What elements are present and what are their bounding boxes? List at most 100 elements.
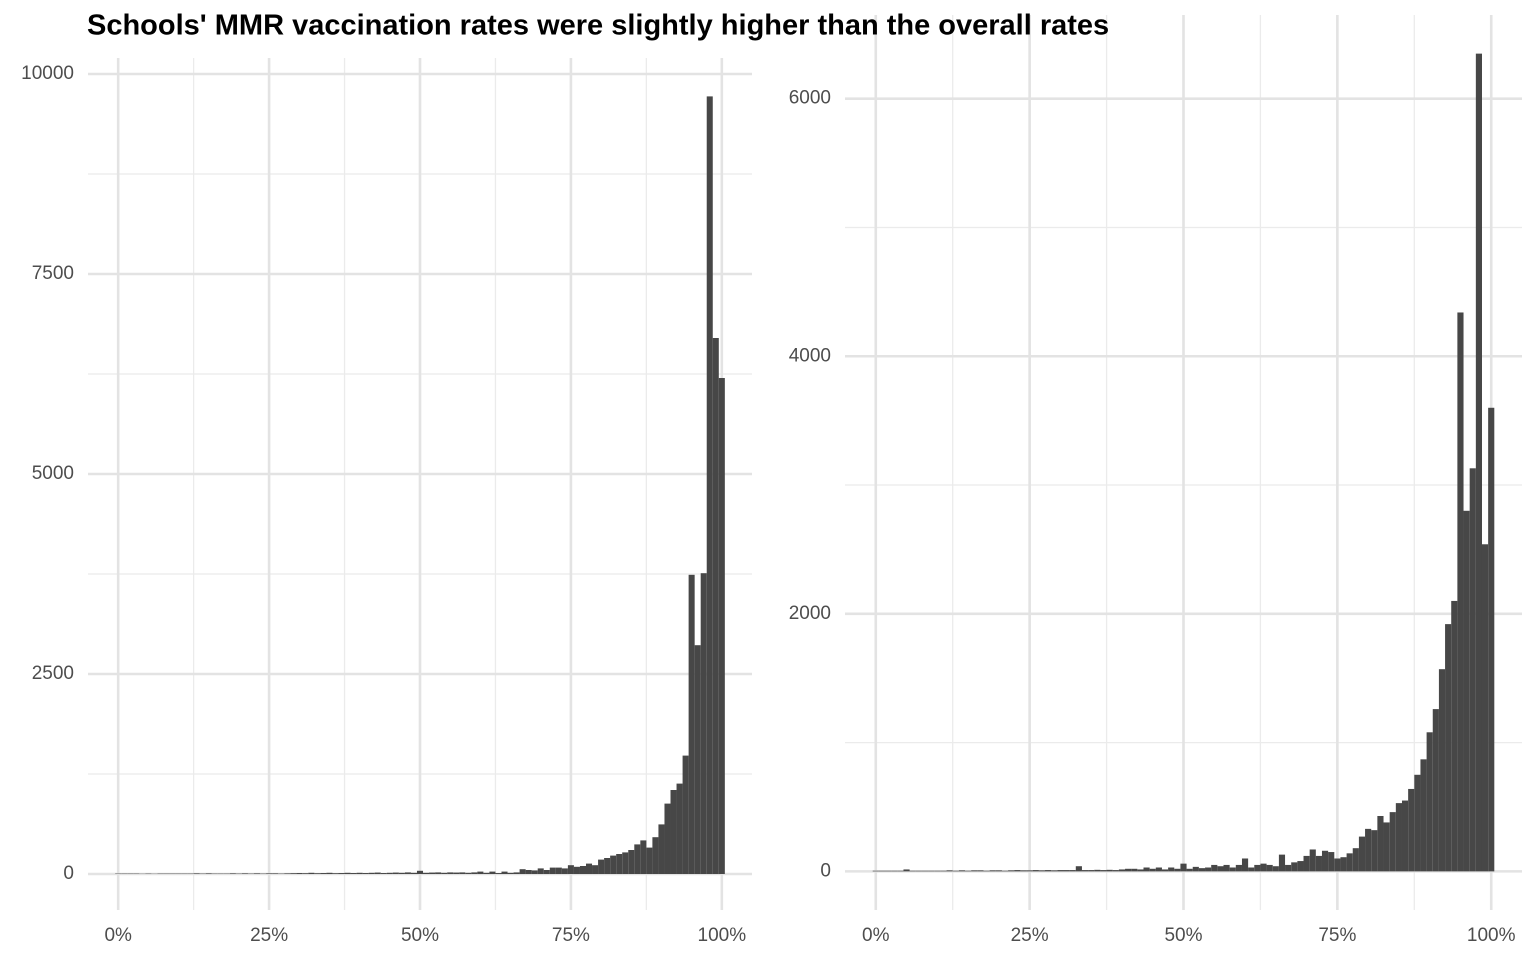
bar: [915, 870, 922, 872]
bar: [1315, 855, 1322, 872]
bar: [386, 872, 393, 874]
bar: [1260, 863, 1267, 872]
x-tick-label: 75%: [552, 925, 590, 946]
bar: [1414, 774, 1421, 872]
bar: [1328, 852, 1335, 872]
bar: [1075, 866, 1082, 872]
bar: [706, 96, 713, 874]
bar: [1371, 830, 1378, 872]
bar: [694, 645, 701, 874]
bar: [332, 873, 339, 874]
bar: [416, 870, 424, 874]
bar: [1198, 868, 1206, 872]
bar: [1352, 848, 1359, 872]
bar: [688, 574, 695, 874]
bar: [374, 872, 381, 874]
x-tick-label: 25%: [250, 925, 288, 946]
bar: [380, 873, 387, 874]
bar: [356, 872, 363, 874]
bar: [878, 870, 886, 872]
bar: [302, 873, 309, 874]
bar: [1001, 870, 1009, 872]
bar: [1149, 868, 1156, 872]
bar: [519, 869, 526, 874]
bar: [934, 870, 941, 872]
bar: [1278, 854, 1286, 872]
bar: [971, 870, 978, 872]
bar: [1038, 870, 1046, 872]
x-tick-label: 75%: [1318, 925, 1356, 946]
bar: [670, 790, 677, 874]
bar: [952, 870, 959, 872]
bar: [501, 871, 508, 874]
bar: [1334, 858, 1341, 872]
bar: [1475, 53, 1482, 872]
bar: [610, 855, 617, 874]
bar: [1180, 863, 1187, 872]
bar: [1057, 870, 1064, 872]
bar: [1008, 870, 1015, 872]
bar: [1045, 870, 1052, 872]
bar: [928, 870, 935, 872]
bar: [977, 870, 984, 872]
bar: [531, 870, 538, 874]
bar: [429, 872, 436, 874]
bar: [652, 837, 659, 874]
bar: [1137, 869, 1144, 872]
x-tick-label: 50%: [1164, 925, 1202, 946]
bar: [441, 872, 448, 874]
bar: [1081, 870, 1089, 872]
bar: [664, 803, 671, 874]
bar: [1488, 407, 1495, 872]
y-tick-label: 2000: [789, 603, 831, 624]
bar: [1309, 849, 1316, 872]
bar: [1014, 870, 1021, 872]
bar: [326, 872, 333, 874]
x-tick-label: 0%: [862, 925, 890, 946]
bar: [658, 824, 665, 874]
bar: [1457, 312, 1464, 872]
bar: [1377, 815, 1384, 872]
bar: [921, 870, 929, 872]
bar: [1205, 867, 1212, 872]
bar: [628, 850, 635, 874]
bar: [1285, 864, 1292, 872]
bar: [241, 873, 248, 874]
bar: [1481, 544, 1489, 872]
bar: [567, 865, 574, 874]
bar: [1241, 858, 1249, 872]
bar: [537, 868, 544, 874]
bar: [1217, 866, 1224, 872]
bar: [549, 867, 556, 874]
bar: [712, 338, 719, 874]
x-tick-label: 25%: [1011, 925, 1049, 946]
bar: [1192, 866, 1199, 872]
bar: [1438, 669, 1446, 872]
bar: [1297, 861, 1304, 872]
bar: [483, 872, 490, 874]
bar: [525, 870, 532, 874]
bar: [940, 870, 947, 872]
bar: [1229, 867, 1236, 872]
bar: [1383, 822, 1390, 872]
bar: [543, 870, 550, 874]
bar: [946, 870, 953, 872]
bar: [586, 863, 593, 874]
bar: [622, 852, 629, 874]
bar: [646, 847, 653, 874]
bar: [616, 854, 623, 874]
y-tick-label: 6000: [789, 88, 831, 109]
bar: [398, 872, 405, 874]
bar: [965, 870, 972, 872]
bar: [885, 870, 892, 872]
bar: [1143, 867, 1150, 872]
bar: [1340, 857, 1347, 872]
bar: [471, 872, 478, 874]
bar: [718, 378, 725, 874]
bar: [1223, 864, 1230, 872]
bar: [1161, 869, 1169, 872]
bar: [1020, 870, 1027, 872]
bar: [1432, 709, 1439, 872]
bar: [1088, 870, 1095, 872]
bar: [410, 872, 417, 874]
